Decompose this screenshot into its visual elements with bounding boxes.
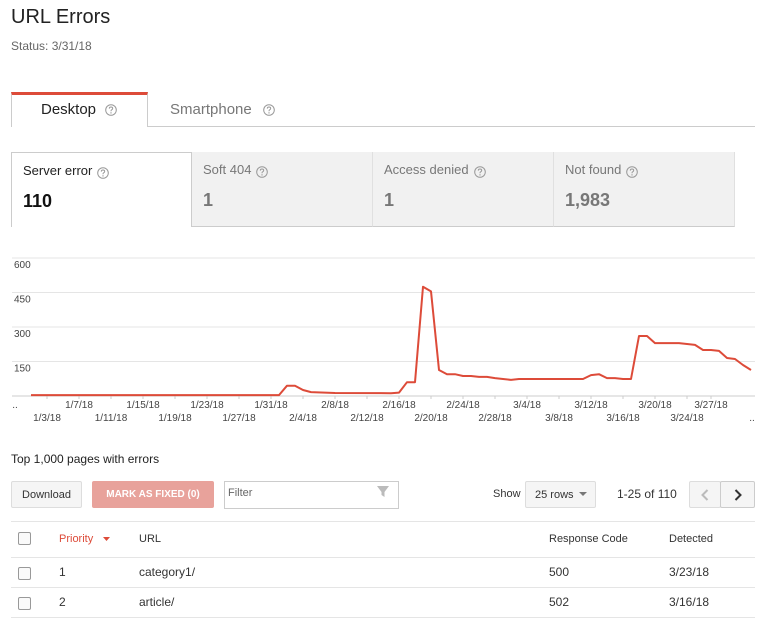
card-label[interactable]: Soft 404 [203, 162, 252, 177]
help-icon[interactable] [105, 104, 117, 116]
x-overflow-label: .. [749, 413, 755, 424]
sort-arrow [103, 537, 110, 541]
status: Status: 3/31/18 [11, 39, 92, 53]
x-tick-label: 2/20/18 [414, 413, 448, 424]
card-count[interactable]: 110 [23, 191, 53, 211]
chevron-right [734, 488, 742, 501]
checkbox[interactable] [18, 567, 31, 580]
tab-rule [148, 126, 755, 127]
x-tick-label: 1/11/18 [95, 413, 128, 424]
column-header[interactable]: Detected [669, 533, 714, 545]
download-button[interactable]: Download [11, 481, 82, 508]
column-header[interactable]: URL [139, 533, 162, 545]
x-tick-label: 1/23/18 [190, 400, 224, 411]
x-tick-label: 2/8/18 [321, 400, 349, 411]
x-tick-label: 2/28/18 [478, 413, 512, 424]
desktop-tab[interactable] [11, 92, 148, 127]
mark-fixed-button[interactable]: MARK AS FIXED (0) [92, 481, 214, 508]
x-tick-label: 3/24/18 [670, 413, 704, 424]
card-count[interactable]: 1,983 [565, 190, 611, 210]
x-tick-label: 3/12/18 [574, 400, 608, 411]
prev-button[interactable] [689, 481, 721, 508]
x-tick-label: 2/12/18 [350, 413, 384, 424]
x-tick-label: 3/4/18 [513, 400, 541, 411]
button-label[interactable]: MARK AS FIXED (0) [106, 489, 200, 500]
x-tick-label: 3/16/18 [606, 413, 640, 424]
x-overflow-label: .. [12, 400, 18, 411]
help-icon[interactable] [256, 165, 268, 178]
x-tick-label: 1/31/18 [254, 400, 288, 411]
x-tick-label: 2/16/18 [382, 400, 416, 411]
error-card[interactable]: Not found 1,983 [554, 152, 735, 227]
row-rule [11, 521, 755, 522]
checkbox[interactable] [18, 532, 31, 545]
card-count[interactable]: 1 [203, 190, 214, 210]
row-rule [11, 557, 755, 558]
x-tick-label: 1/19/18 [158, 413, 192, 424]
card-count[interactable]: 1 [384, 190, 395, 210]
table-cell: 500 [549, 565, 570, 579]
error-card[interactable]: Soft 404 1 [192, 152, 373, 227]
table-cell[interactable]: category1/ [139, 565, 196, 579]
x-tick-label: 3/8/18 [545, 413, 573, 424]
y-tick-label: 600 [14, 260, 31, 271]
x-tick-label: 1/7/18 [65, 400, 93, 411]
card-label[interactable]: Not found [565, 162, 622, 177]
x-tick-label: 2/4/18 [289, 413, 317, 424]
chevron-left [701, 488, 709, 501]
help-icon[interactable] [626, 165, 638, 178]
series-line [31, 285, 752, 397]
table-cell[interactable]: article/ [139, 595, 175, 609]
y-tick-label: 150 [14, 364, 31, 375]
table-cell: 3/23/18 [669, 565, 710, 579]
x-tick-label: 1/27/18 [222, 413, 256, 424]
help-icon[interactable] [97, 166, 109, 179]
table-cell: 1 [59, 565, 66, 579]
filter-placeholder[interactable]: Filter [228, 487, 253, 499]
x-tick-label: 3/20/18 [638, 400, 672, 411]
x-tick-label: 1/15/18 [126, 400, 160, 411]
page-title: URL Errors [11, 6, 111, 28]
button-label[interactable]: Download [22, 488, 71, 501]
table-cell: 3/16/18 [669, 595, 710, 609]
x-tick-label: 1/3/18 [33, 413, 61, 424]
column-header[interactable]: Response Code [549, 533, 628, 545]
checkbox[interactable] [18, 597, 31, 610]
help-icon[interactable] [474, 165, 486, 178]
row-rule [11, 587, 755, 588]
help-icon[interactable] [263, 104, 275, 116]
filter-icon[interactable] [376, 485, 390, 499]
error-card[interactable]: Server error 110 [11, 152, 192, 227]
table-cell: 2 [59, 595, 66, 609]
tab-label[interactable]: Smartphone [170, 101, 252, 118]
table-cell: 502 [549, 595, 570, 609]
y-tick-label: 300 [14, 329, 31, 340]
dropdown-label[interactable]: 25 rows [535, 488, 574, 501]
x-tick-label: 3/27/18 [694, 400, 728, 411]
section-title: Top 1,000 pages with errors [11, 452, 160, 466]
next-button[interactable] [720, 481, 755, 508]
filter-input[interactable] [224, 481, 399, 509]
y-tick-label: 450 [14, 295, 31, 306]
error-card[interactable]: Access denied 1 [373, 152, 554, 227]
tab-label[interactable]: Desktop [41, 101, 97, 118]
card-label[interactable]: Server error [23, 163, 93, 178]
dropdown-arrow [579, 492, 587, 496]
x-tick-label: 2/24/18 [446, 400, 480, 411]
column-header[interactable]: Priority [59, 533, 94, 545]
chart: 150 300 450 600 1/3/18 1/7/181/11/18 1/15/18 1/… [12, 257, 755, 424]
pagination: 1-25 of 110 [617, 487, 677, 501]
card-label[interactable]: Access denied [384, 162, 469, 177]
show-label: Show [493, 488, 521, 500]
